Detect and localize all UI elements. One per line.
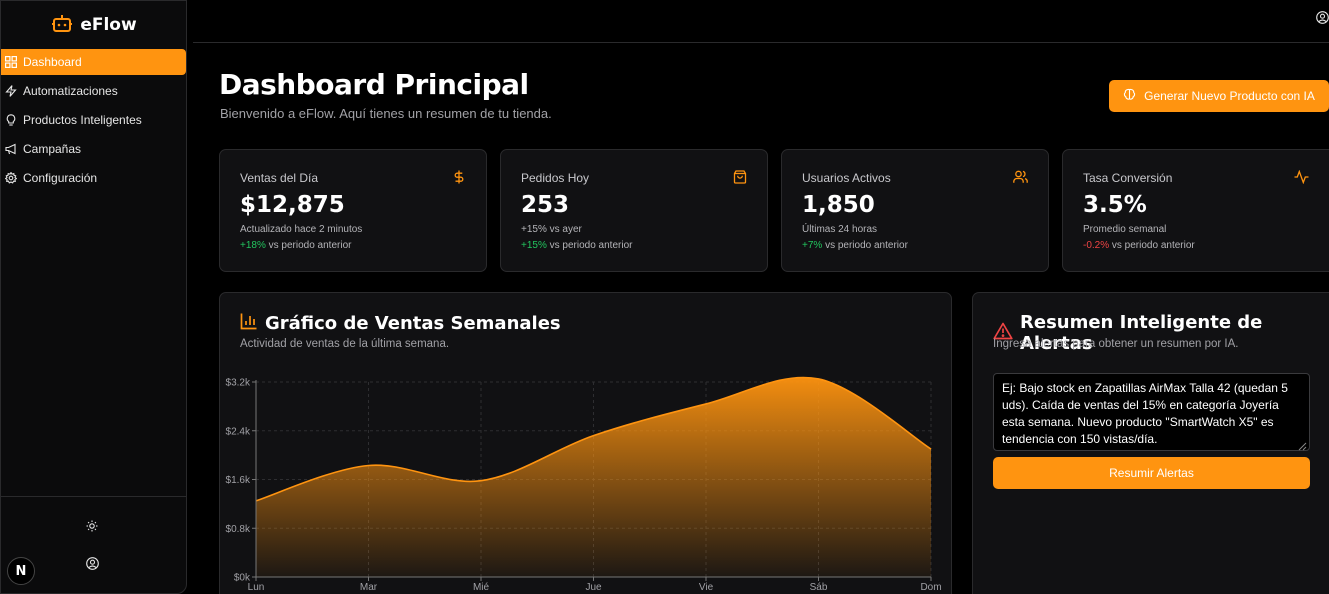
- resize-grip-icon[interactable]: [1297, 438, 1307, 456]
- stat-value: 3.5%: [1083, 192, 1147, 218]
- stat-card-pedidos: Pedidos Hoy 253 +15% vs ayer +15% vs per…: [500, 149, 768, 272]
- y-tick-label: $0.8k: [226, 524, 251, 535]
- x-tick-label: Dom: [920, 582, 941, 593]
- sidebar-item-label: Dashboard: [23, 55, 82, 69]
- warning-triangle-icon: [993, 322, 1013, 345]
- x-tick-label: Sáb: [810, 582, 828, 593]
- user-circle-icon[interactable]: [86, 557, 99, 575]
- stat-value: 253: [521, 192, 570, 218]
- y-tick-label: $1.6k: [226, 475, 251, 486]
- sales-area-fill: [256, 377, 931, 577]
- stat-label: Usuarios Activos: [802, 171, 891, 185]
- chart-title-label: Gráfico de Ventas Semanales: [265, 313, 561, 334]
- y-tick-label: $0k: [234, 573, 251, 584]
- sidebar-item-label: Automatizaciones: [23, 84, 118, 98]
- summarize-alerts-button[interactable]: Resumir Alertas: [993, 457, 1310, 489]
- trend-value: -0.2%: [1083, 240, 1110, 251]
- sales-chart-card: Gráfico de Ventas Semanales Actividad de…: [219, 292, 952, 594]
- sidebar-item-label: Productos Inteligentes: [23, 113, 142, 127]
- megaphone-icon: [5, 143, 17, 155]
- app-logo[interactable]: eFlow: [1, 13, 188, 37]
- page-subtitle: Bienvenido a eFlow. Aquí tienes un resum…: [220, 106, 552, 121]
- activity-icon: [1294, 169, 1309, 189]
- sidebar-item-configuracion[interactable]: Configuración: [1, 165, 187, 191]
- stat-note: Promedio semanal: [1083, 224, 1167, 235]
- trend-text: vs periodo anterior: [1109, 240, 1195, 251]
- app-name: eFlow: [80, 15, 137, 35]
- users-icon: [1013, 170, 1028, 189]
- sidebar-nav: Dashboard Automatizaciones Productos Int…: [1, 49, 188, 194]
- n-badge[interactable]: N: [7, 557, 35, 585]
- chart-title: Gráfico de Ventas Semanales: [240, 312, 561, 335]
- chart-subtitle: Actividad de ventas de la última semana.: [240, 338, 450, 350]
- x-tick-label: Vie: [699, 582, 714, 593]
- stat-card-ventas: Ventas del Día $12,875 Actualizado hace …: [219, 149, 487, 272]
- trend-text: vs periodo anterior: [822, 240, 908, 251]
- x-tick-label: Jue: [585, 582, 602, 593]
- y-tick-label: $2.4k: [226, 426, 251, 437]
- stat-note: +15% vs ayer: [521, 224, 582, 235]
- sidebar-divider: [1, 496, 187, 497]
- shopping-bag-icon: [733, 170, 747, 189]
- trend-text: vs periodo anterior: [546, 240, 633, 251]
- sidebar-item-productos-inteligentes[interactable]: Productos Inteligentes: [1, 107, 187, 133]
- stat-label: Pedidos Hoy: [521, 171, 590, 185]
- sidebar-item-campanas[interactable]: Campañas: [1, 136, 187, 162]
- robot-icon: [52, 14, 73, 37]
- alerts-title: Resumen Inteligente de Alertas: [993, 312, 1329, 354]
- top-bar: [193, 0, 1329, 43]
- stat-trend: +7% vs periodo anterior: [802, 240, 908, 251]
- x-tick-label: Mié: [473, 582, 490, 593]
- generate-product-button[interactable]: Generar Nuevo Producto con IA: [1109, 80, 1329, 112]
- generate-product-label: Generar Nuevo Producto con IA: [1144, 89, 1315, 103]
- alerts-title-label: Resumen Inteligente de Alertas: [1020, 312, 1263, 354]
- x-tick-label: Mar: [360, 582, 378, 593]
- stat-value: 1,850: [802, 192, 875, 218]
- lightbulb-icon: [5, 114, 17, 126]
- stat-card-usuarios: Usuarios Activos 1,850 Últimas 24 horas …: [781, 149, 1049, 272]
- y-tick-label: $3.2k: [226, 378, 251, 389]
- stat-trend: +18% vs periodo anterior: [240, 240, 351, 251]
- alerts-input[interactable]: Ej: Bajo stock en Zapatillas AirMax Tall…: [993, 373, 1310, 451]
- trend-value: +15%: [521, 240, 547, 251]
- stat-card-conversion: Tasa Conversión 3.5% Promedio semanal -0…: [1062, 149, 1329, 272]
- sun-icon[interactable]: [86, 519, 98, 537]
- grid-icon: [5, 56, 17, 68]
- sales-area-chart: $0k $0.8k $1.6k $2.4k $3.2k Lun Mar Mié Jue Vie Sá…: [226, 376, 942, 593]
- dollar-icon: [452, 170, 466, 189]
- stat-trend: +15% vs periodo anterior: [521, 240, 632, 251]
- stat-value: $12,875: [240, 192, 345, 218]
- sidebar-item-automatizaciones[interactable]: Automatizaciones: [1, 78, 187, 104]
- alerts-card: Resumen Inteligente de Alertas Ingresa a…: [972, 292, 1329, 594]
- stat-note: Últimas 24 horas: [802, 224, 878, 235]
- page-title: Dashboard Principal: [219, 68, 529, 101]
- stat-label: Ventas del Día: [240, 171, 319, 185]
- sidebar-item-label: Campañas: [23, 142, 82, 156]
- stat-trend: -0.2% vs periodo anterior: [1083, 240, 1195, 251]
- alerts-subtitle: Ingresa alertas para obtener un resumen …: [993, 338, 1239, 350]
- trend-value: +7%: [802, 240, 823, 251]
- x-tick-label: Lun: [248, 582, 265, 593]
- bar-chart-icon: [240, 312, 258, 335]
- brain-icon: [1123, 88, 1136, 104]
- sidebar-item-label: Configuración: [23, 171, 98, 185]
- stat-note: Actualizado hace 2 minutos: [240, 224, 363, 235]
- sidebar-item-dashboard[interactable]: Dashboard: [1, 49, 186, 75]
- sales-line: [255, 376, 932, 502]
- trend-text: vs periodo anterior: [265, 240, 352, 251]
- user-circle-icon[interactable]: [1316, 11, 1329, 29]
- trend-value: +18%: [240, 240, 266, 251]
- gear-icon: [5, 172, 17, 184]
- stat-label: Tasa Conversión: [1083, 171, 1173, 185]
- sidebar: eFlow Dashboard Automatizaciones Product…: [0, 0, 187, 594]
- zap-icon: [5, 85, 17, 97]
